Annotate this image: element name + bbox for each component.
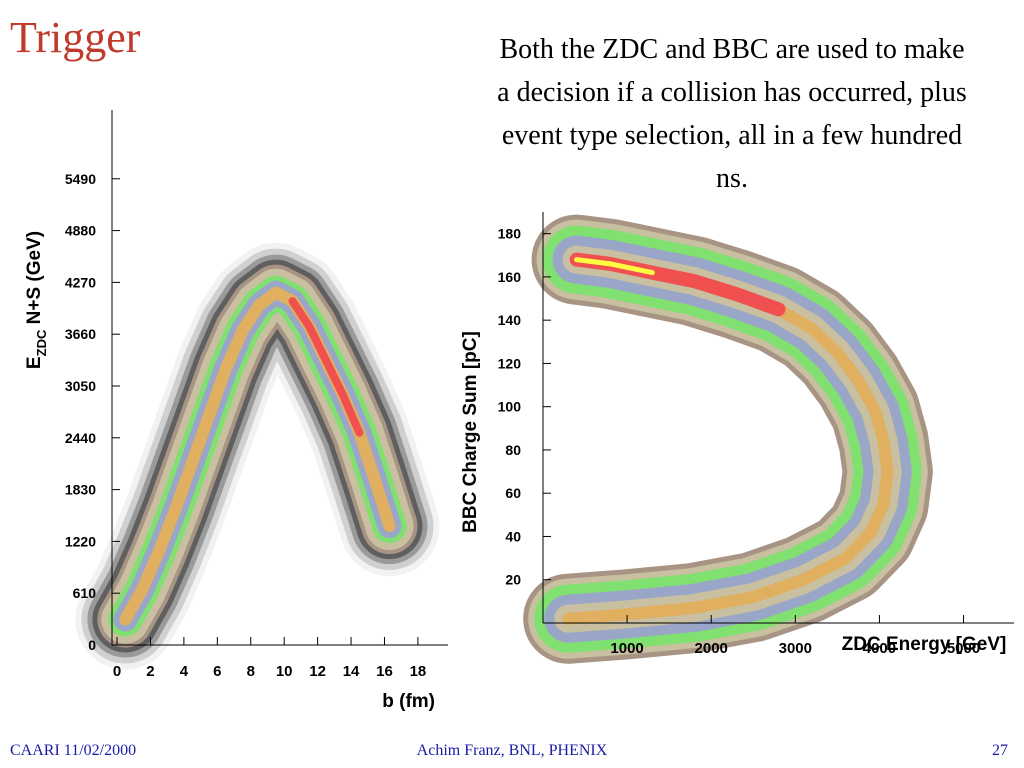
left-density-map (75, 242, 440, 670)
right-y-tick-label: 160 (498, 269, 522, 285)
right-y-tick-label: 140 (498, 312, 522, 328)
left-y-tick-label: 3660 (65, 326, 96, 342)
left-y-axis-label-rest: N+S (GeV) (24, 231, 45, 330)
left-y-tick-label: 0 (88, 637, 96, 653)
left-x-axis-label: b (fm) (382, 691, 435, 712)
right-x-tick-label: 3000 (779, 640, 812, 657)
right-y-tick-label: 120 (498, 355, 522, 371)
left-x-tick-label: 12 (309, 663, 326, 680)
right-y-tick-label: 40 (505, 528, 521, 544)
right-density-map (523, 214, 933, 664)
left-x-tick-label: 10 (276, 663, 293, 680)
right-axes: 20 40 60 80 100 120 140 160 180 1000 2000 3000 4000 5… (498, 212, 1014, 657)
right-y-tick-label: 20 (505, 572, 521, 588)
left-y-tick-label: 3050 (65, 378, 96, 394)
left-x-tick-label: 2 (146, 663, 154, 680)
left-y-axis-label-sub: ZDC (34, 329, 49, 356)
right-x-tick-label: 1000 (610, 640, 643, 657)
slide-title: Trigger (10, 13, 141, 62)
left-y-tick-label: 5490 (65, 171, 96, 187)
right-x-axis-label: ZDC Energy [GeV] (842, 634, 1007, 655)
left-y-tick-label: 4880 (65, 223, 96, 239)
footer-conference-date: CAARI 11/02/2000 (10, 742, 137, 759)
right-x-tick-label: 4000 (863, 640, 896, 657)
left-x-tick-label: 14 (343, 663, 360, 680)
left-x-tick-label: 16 (376, 663, 393, 680)
left-density-peak (288, 297, 364, 437)
right-y-tick-label: 100 (498, 399, 522, 415)
slide-description: Both the ZDC and BBC are used to make a … (497, 34, 967, 194)
footer-author: Achim Franz, BNL, PHENIX (416, 742, 608, 759)
right-y-tick-label: 80 (505, 442, 521, 458)
left-y-tick-label: 1220 (65, 533, 96, 549)
left-y-tick-label: 1830 (65, 482, 96, 498)
left-y-tick-label: 4270 (65, 274, 96, 290)
left-x-tick-label: 8 (247, 663, 255, 680)
right-y-tick-label: 180 (498, 226, 522, 242)
left-y-tick-label: 610 (73, 585, 97, 601)
left-y-tick-label: 2440 (65, 430, 96, 446)
bbc-vs-zdc-plot: 20 40 60 80 100 120 140 160 180 1000 2000 3000 4000 5… (460, 212, 1014, 664)
right-x-tick-label: 2000 (695, 640, 728, 657)
footer-page-number: 27 (992, 742, 1008, 759)
left-x-tick-label: 4 (180, 663, 189, 680)
left-y-axis-label-main: E (24, 356, 45, 369)
left-x-tick-label: 0 (113, 663, 121, 680)
left-x-tick-label: 6 (213, 663, 221, 680)
right-y-tick-label: 60 (505, 485, 521, 501)
left-x-tick-label: 18 (410, 663, 427, 680)
right-x-tick-label: 5000 (947, 640, 980, 657)
left-y-axis-label: EZDC N+S (GeV) (24, 231, 49, 369)
right-y-axis-label: BBC Charge Sum [pC] (460, 331, 481, 533)
right-density-core (574, 257, 655, 276)
